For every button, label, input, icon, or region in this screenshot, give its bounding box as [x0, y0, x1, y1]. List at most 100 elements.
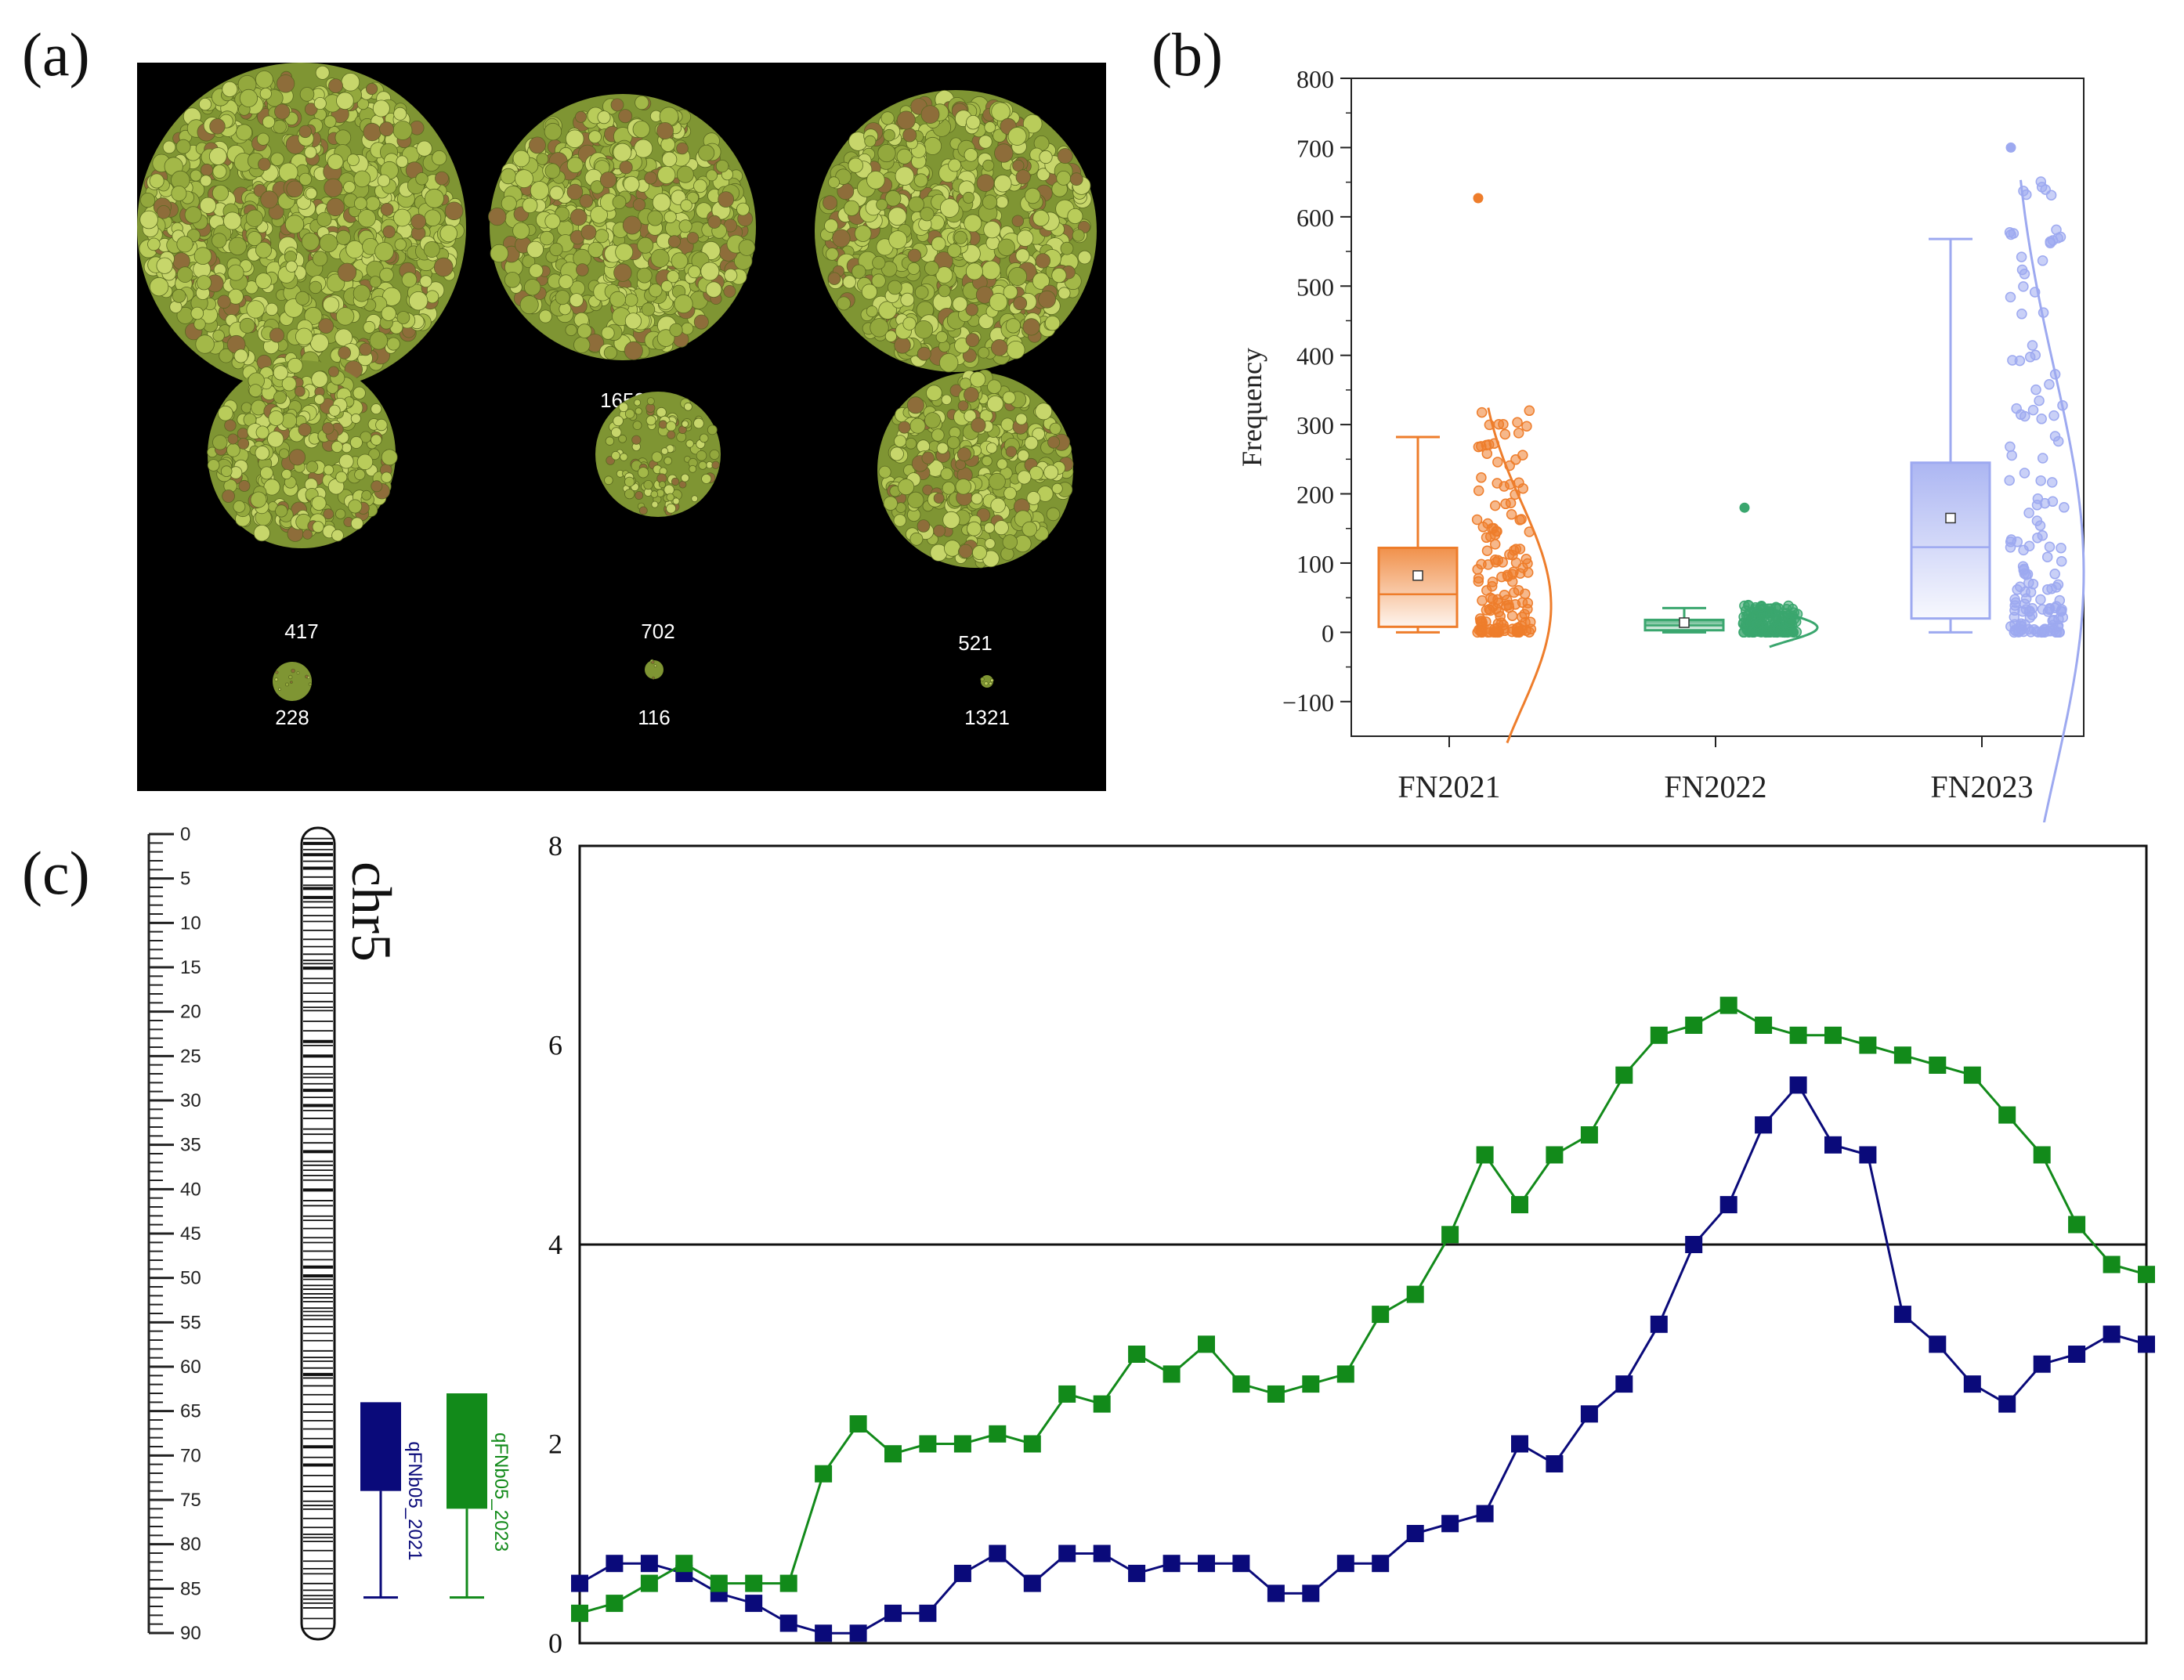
data-point	[2031, 515, 2043, 526]
seed-grain	[555, 290, 570, 305]
data-point	[1774, 623, 1784, 635]
lod-marker	[1336, 1555, 1354, 1573]
seed-grain	[613, 415, 624, 427]
seed-grain	[281, 468, 292, 480]
seed-grain	[298, 423, 312, 437]
seed-grain	[549, 186, 564, 201]
seed-grain	[966, 114, 981, 130]
seed-grain	[848, 157, 864, 173]
data-point	[2012, 584, 2023, 595]
data-point	[1489, 500, 1501, 511]
seed-grain	[337, 262, 357, 282]
seed-grain	[1051, 482, 1063, 494]
lod-marker	[884, 1445, 902, 1463]
data-point	[1743, 600, 1755, 612]
seed-grain	[907, 491, 924, 509]
seed-grain	[490, 244, 509, 263]
seed-grain	[1047, 435, 1061, 449]
lod-marker	[1267, 1584, 1285, 1602]
lod-marker	[1546, 1455, 1564, 1472]
y-tick-label: 6	[548, 1030, 562, 1061]
seed-grain	[522, 255, 536, 269]
data-point	[2028, 623, 2040, 635]
seed-grain	[274, 103, 291, 120]
seed-grain	[854, 225, 872, 242]
seed-grain	[870, 318, 889, 338]
seed-grain	[656, 122, 674, 140]
seed-grain	[348, 499, 363, 514]
x-tick-label: FN2022	[1664, 769, 1766, 804]
seed-grain	[1056, 170, 1072, 186]
seed-grain	[986, 442, 998, 454]
seed-grain	[365, 82, 378, 96]
seed-grain	[1000, 417, 1014, 432]
seed-grain	[381, 471, 392, 483]
seed-grain	[603, 345, 618, 359]
seed-grain	[898, 479, 915, 496]
seed-grain	[1003, 486, 1017, 500]
seed-grain	[379, 121, 394, 137]
seed-grain	[611, 427, 622, 438]
seed-grain	[536, 153, 549, 165]
seed-grain	[1017, 470, 1032, 485]
seed-grain	[914, 320, 934, 339]
seed-grain	[289, 681, 293, 684]
seed-grain	[965, 333, 980, 348]
seed-grain	[369, 276, 381, 288]
seed-grain	[175, 139, 191, 154]
seed-grain	[926, 385, 942, 402]
data-point	[2036, 414, 2047, 425]
ruler-tick-label: 20	[180, 1002, 201, 1023]
seed-grain	[634, 399, 641, 406]
seed-grain	[539, 230, 555, 246]
seed-grain	[986, 396, 1004, 413]
seed-photo: 14421659126 417 702 521 228 116 1321	[137, 63, 1106, 791]
seed-grain	[316, 211, 332, 227]
seed-grain	[354, 468, 366, 481]
seed-grain	[425, 188, 444, 208]
seed-grain	[323, 508, 334, 520]
lod-marker	[1511, 1196, 1528, 1214]
lod-marker	[2033, 1146, 2051, 1164]
seed-grain	[381, 305, 396, 321]
seed-grain	[544, 213, 561, 229]
seed-grain	[678, 219, 692, 233]
seed-grain	[311, 496, 327, 511]
data-point	[1743, 610, 1754, 621]
lod-profile-chart: 0 2 4 6 8	[517, 815, 2170, 1680]
seed-grain	[247, 231, 262, 247]
data-point	[2048, 410, 2059, 421]
lod-marker	[2068, 1346, 2086, 1363]
seed-grain	[353, 197, 367, 211]
seed-grain	[1043, 464, 1059, 480]
seed-grain	[1072, 229, 1085, 242]
seed-grain	[212, 233, 227, 248]
seed-grain	[632, 421, 642, 431]
seed-grain	[991, 339, 1008, 356]
lod-marker	[1093, 1395, 1111, 1413]
ruler-tick-label: 45	[180, 1223, 201, 1245]
seed-grain	[190, 169, 202, 182]
seed-grain	[635, 407, 642, 415]
seed-pile: 521	[877, 369, 1074, 655]
seed-grain	[522, 197, 538, 214]
data-point	[2009, 625, 2021, 637]
seed-grain	[149, 276, 169, 297]
data-point	[2047, 615, 2058, 627]
seed-grain	[707, 425, 718, 435]
data-point	[1476, 406, 1488, 418]
seed-grain	[236, 124, 253, 141]
seed-grain	[933, 493, 945, 504]
data-point	[1481, 448, 1493, 459]
seed-grain	[682, 420, 689, 428]
lod-marker	[1546, 1146, 1564, 1164]
lod-marker	[1267, 1385, 1285, 1403]
seed-grain	[255, 273, 272, 290]
seed-grain	[715, 159, 729, 173]
seed-grain	[1021, 521, 1038, 537]
seed-grain	[644, 171, 657, 185]
seed-grain	[326, 197, 345, 217]
seed-pile: 228	[273, 662, 313, 729]
seed-grain	[549, 242, 563, 257]
seed-grain	[415, 172, 428, 186]
